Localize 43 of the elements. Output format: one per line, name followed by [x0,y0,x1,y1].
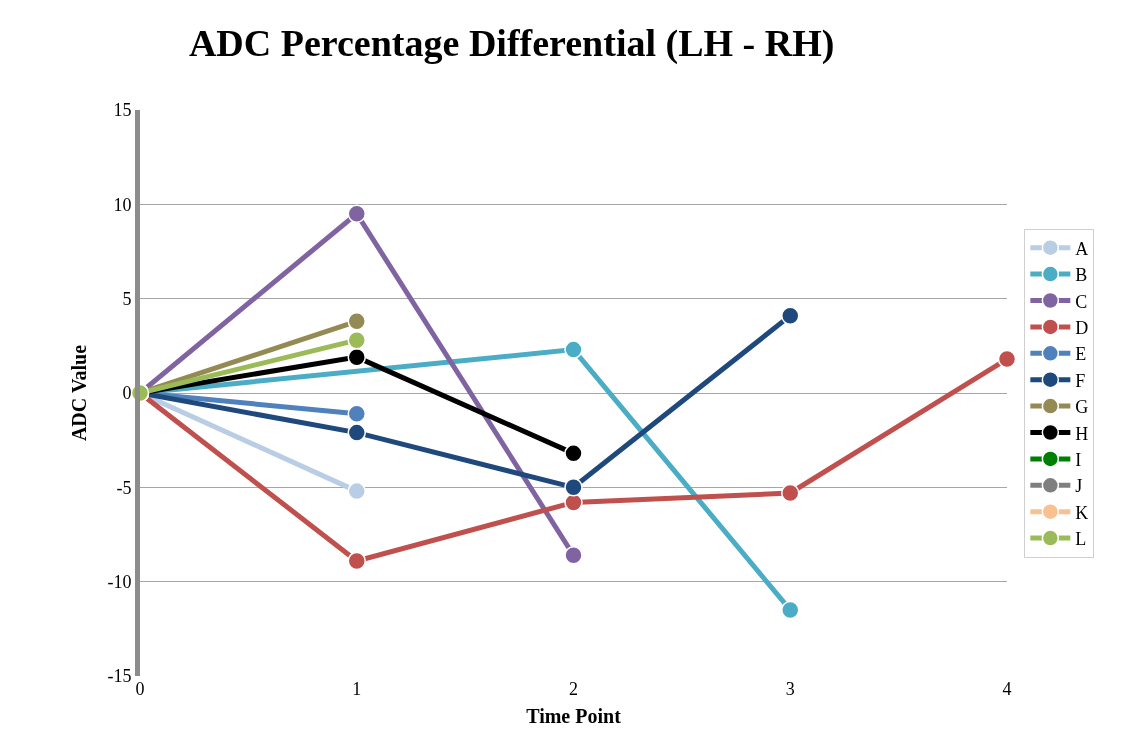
x-axis-title: Time Point [526,704,622,727]
x-tick-label: 2 [569,679,578,699]
y-tick-label: 5 [122,288,132,309]
y-axis-title: ADC Value [68,344,90,442]
point [347,347,366,367]
legend-label: I [1075,449,1082,470]
point [347,551,366,571]
point [564,478,583,497]
point [347,330,366,350]
y-tick-label: -10 [107,571,132,592]
point [997,349,1017,369]
point [347,204,366,224]
legend-label: H [1075,423,1089,444]
chart-title: ADC Percentage Differential (LH - RH) [188,22,835,66]
point [347,404,366,423]
point [564,340,583,359]
legend-label: A [1075,238,1089,259]
y-tick-label: -5 [116,477,132,498]
point [781,483,800,503]
point [781,306,800,325]
point [347,312,366,331]
legend-label: C [1075,291,1088,312]
legend-label: F [1075,370,1086,391]
y-tick-label: -15 [107,666,132,687]
legend-label: B [1075,265,1088,286]
point [347,481,366,501]
legend-label: D [1075,317,1089,338]
legend-label: K [1075,502,1089,523]
legend-label: G [1075,397,1089,418]
point [347,423,366,442]
point [564,546,583,565]
y-tick-label: 0 [122,383,132,404]
point [781,600,800,620]
point [564,444,583,463]
x-tick-label: 1 [352,679,362,699]
legend-label: E [1075,344,1087,365]
x-tick-label: 0 [135,679,145,699]
legend-label: L [1075,529,1087,550]
y-tick-label: 10 [113,194,132,215]
x-tick-label: 4 [1002,679,1012,699]
y-tick-label: 15 [113,100,132,121]
x-tick-label: 3 [785,679,795,699]
legend-label: J [1075,476,1083,497]
